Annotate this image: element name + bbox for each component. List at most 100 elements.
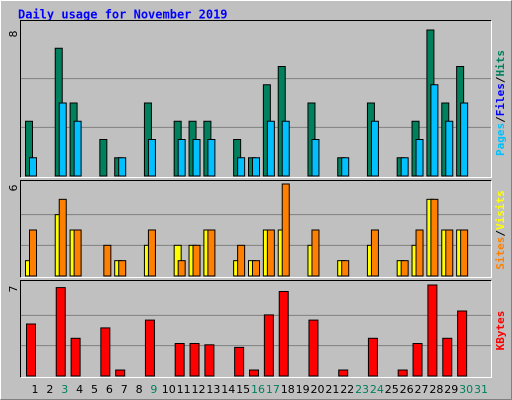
x-tick-label: 7 — [121, 383, 128, 396]
legend-entry: Hits — [494, 50, 507, 77]
panel-border — [20, 280, 492, 378]
x-tick-label: 14 — [221, 383, 235, 396]
bar — [207, 139, 216, 177]
bar — [311, 139, 320, 177]
x-tick-label: 8 — [136, 383, 143, 396]
panel-border — [20, 20, 492, 178]
bar — [237, 244, 246, 277]
bar — [174, 343, 185, 377]
bar — [460, 102, 469, 177]
x-tick-label: 27 — [415, 383, 429, 396]
bar — [341, 260, 350, 277]
bar — [144, 319, 155, 377]
bar — [118, 157, 127, 177]
x-tick-label: 13 — [206, 383, 220, 396]
x-tick-label: 3 — [61, 383, 68, 396]
bar — [281, 183, 290, 277]
bar — [249, 369, 259, 377]
panel-border — [20, 180, 492, 278]
bar — [147, 229, 156, 277]
legend-entry: KBytes — [494, 311, 507, 351]
x-tick-label: 11 — [177, 383, 191, 396]
bar — [204, 344, 215, 377]
legend: Pages/Files/Hits — [494, 50, 507, 156]
bar — [430, 198, 439, 277]
x-tick-label: 10 — [162, 383, 176, 396]
x-tick-label: 29 — [444, 383, 458, 396]
panel-border — [20, 180, 492, 278]
bar — [192, 244, 201, 277]
x-tick-label: 17 — [266, 383, 280, 396]
bar — [430, 84, 439, 177]
bar — [189, 343, 200, 377]
bar — [26, 323, 36, 377]
panel-border — [20, 280, 492, 378]
x-tick-label: 30 — [459, 383, 473, 396]
bar — [73, 229, 82, 277]
bar — [207, 229, 216, 277]
bar — [367, 337, 378, 377]
x-tick-label: 16 — [251, 383, 265, 396]
x-tick-label: 15 — [236, 383, 250, 396]
bar — [252, 260, 260, 277]
bar — [234, 346, 245, 377]
bar — [177, 139, 186, 177]
bar — [415, 139, 424, 177]
legend-entry: Visits — [494, 190, 507, 230]
legend: KBytes — [494, 311, 507, 351]
x-tick-label: 31 — [474, 383, 488, 396]
bar — [445, 229, 454, 277]
x-tick-label: 2 — [46, 383, 53, 396]
bar — [55, 287, 66, 377]
x-tick-label: 19 — [296, 383, 310, 396]
x-tick-label: 25 — [385, 383, 399, 396]
legend-entry: Sites — [494, 237, 507, 270]
bar — [192, 139, 201, 177]
y-tick-label: 8 — [7, 31, 20, 38]
legend-entry: / — [494, 116, 507, 123]
panel-border — [20, 20, 492, 178]
chart-title: Daily usage for November 2019 — [18, 8, 228, 22]
bar — [370, 120, 379, 177]
bar — [415, 229, 424, 277]
bar — [103, 244, 112, 277]
x-tick-label: 28 — [429, 383, 443, 396]
bar — [278, 291, 289, 377]
bar — [29, 157, 37, 177]
bar — [281, 120, 290, 177]
bar — [100, 327, 111, 377]
bar — [73, 120, 82, 177]
bar — [147, 139, 156, 177]
x-tick-label: 6 — [106, 383, 113, 396]
bar — [266, 229, 275, 277]
bar — [412, 343, 423, 377]
bar — [400, 157, 409, 177]
x-tick-label: 26 — [400, 383, 414, 396]
legend-entry: Pages — [494, 123, 507, 156]
bar — [99, 139, 108, 177]
bar — [115, 369, 126, 377]
x-tick-label: 18 — [281, 383, 295, 396]
x-tick-label: 23 — [355, 383, 369, 396]
x-tick-label: 1 — [32, 383, 39, 396]
bar — [445, 120, 454, 177]
bar — [341, 157, 350, 177]
bar — [338, 369, 349, 377]
bar — [457, 310, 468, 377]
x-tick-label: 21 — [325, 383, 339, 396]
y-tick-label: 7 — [7, 286, 20, 293]
bar — [252, 157, 260, 177]
bar — [263, 314, 274, 377]
bar — [58, 102, 67, 177]
bar — [370, 229, 379, 277]
legend-entry: Files — [494, 83, 507, 116]
bar — [177, 260, 186, 277]
bar — [308, 319, 319, 377]
bar — [118, 260, 127, 277]
legend-entry: / — [494, 230, 507, 237]
bar — [442, 337, 453, 377]
legend-entry: / — [494, 76, 507, 83]
bar — [397, 369, 408, 377]
